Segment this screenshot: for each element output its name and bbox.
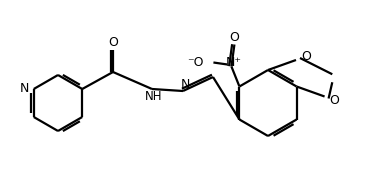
- Text: O: O: [330, 94, 339, 107]
- Text: O: O: [301, 49, 311, 62]
- Text: O: O: [108, 36, 118, 49]
- Text: O: O: [230, 31, 239, 44]
- Text: N: N: [180, 77, 190, 90]
- Text: NH: NH: [145, 90, 163, 104]
- Text: N⁺: N⁺: [225, 56, 241, 69]
- Text: ⁻O: ⁻O: [187, 56, 203, 69]
- Text: N: N: [19, 82, 29, 95]
